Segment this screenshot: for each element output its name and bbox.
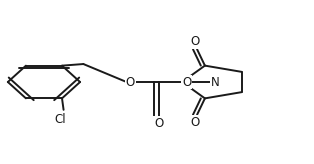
Text: O: O [191, 116, 200, 129]
Text: O: O [154, 117, 163, 130]
Text: O: O [182, 75, 192, 89]
Text: O: O [191, 35, 200, 48]
Text: N: N [211, 75, 219, 89]
Text: O: O [126, 75, 135, 89]
Text: Cl: Cl [55, 113, 66, 126]
